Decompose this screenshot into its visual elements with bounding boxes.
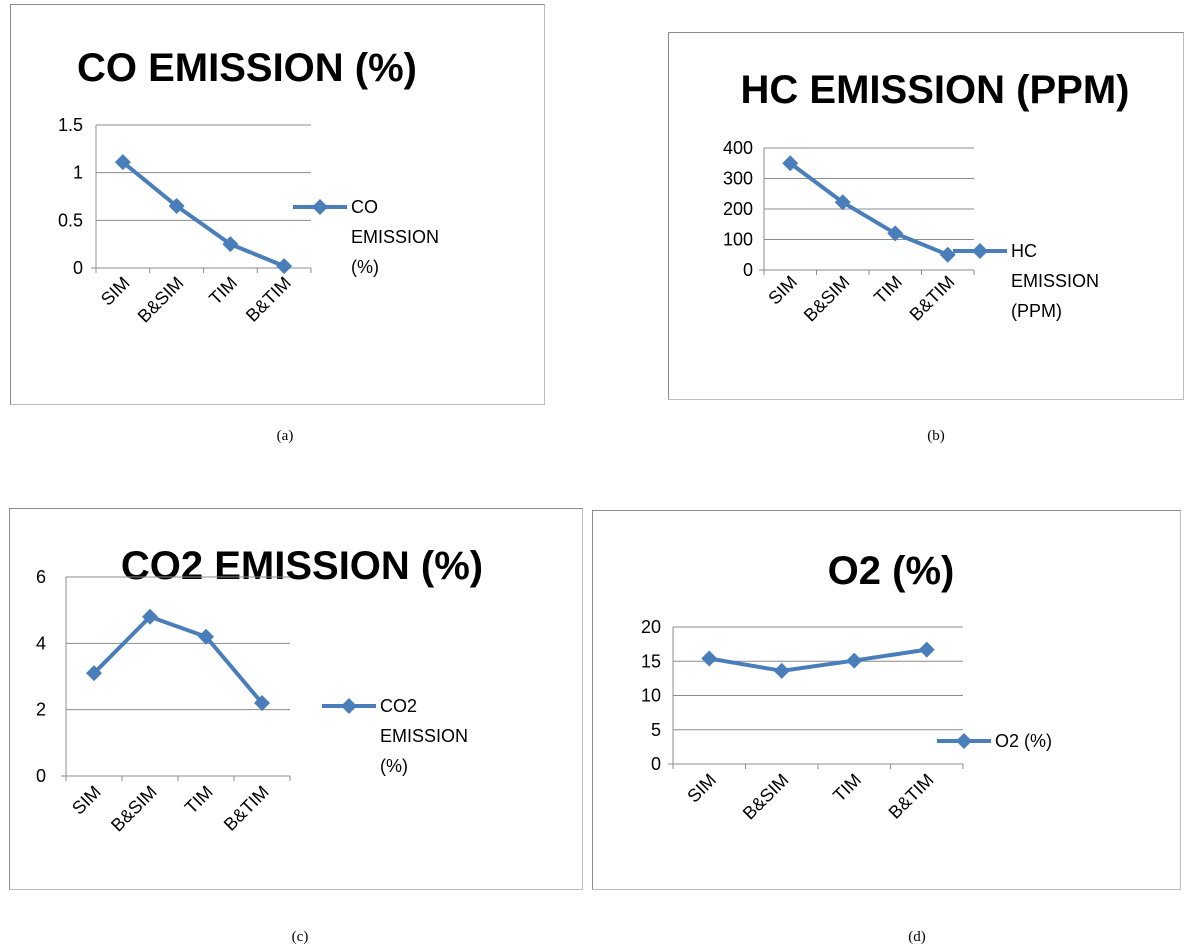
legend-label: HC [1011, 241, 1037, 261]
caption-c: (c) [291, 929, 309, 945]
legend-label: EMISSION [1011, 271, 1099, 291]
legend-label: (%) [380, 756, 408, 776]
legend-marker [972, 243, 988, 259]
caption-d: (d) [908, 929, 926, 945]
x-category-label: B&SIM [134, 273, 188, 327]
x-category-label: B&TIM [220, 782, 273, 835]
chart-co: CO EMISSION (%) 0 0.5 1 1.5 SIM B&SIM TIM B&TIM C… [58, 46, 439, 327]
series-line [708, 647, 928, 673]
legend-label: CO2 [380, 696, 417, 716]
chart-panel-hc: HC EMISSION (PPM) 0 100 200 300 400 SIM B&SIM TI… [668, 32, 1184, 400]
y-tick-label: 20 [641, 617, 661, 637]
y-tick-label: 5 [651, 720, 661, 740]
x-category-label: B&TIM [885, 770, 938, 823]
data-point [198, 628, 214, 645]
x-category-label: TIM [181, 782, 217, 818]
x-category-label: B&SIM [107, 782, 161, 836]
legend-label: O2 (%) [995, 731, 1052, 751]
data-point [276, 258, 293, 275]
chart-panel-o2: O2 (%) 0 5 10 15 20 SIM B&SIM TIM B&TIM O2 (%) [592, 510, 1181, 890]
data-point [939, 246, 956, 263]
data-point [773, 662, 790, 679]
legend-marker [312, 199, 328, 215]
series-line [789, 161, 949, 257]
chart-title: CO2 EMISSION (%) [121, 544, 483, 588]
series-line [121, 160, 285, 268]
y-tick-label: 100 [723, 230, 753, 250]
legend-label: EMISSION [351, 227, 439, 247]
y-tick-label: 4 [36, 633, 46, 653]
x-category-label: B&SIM [739, 770, 793, 824]
data-point [254, 695, 270, 712]
x-category-label: SIM [97, 273, 134, 310]
legend-label: (PPM) [1011, 301, 1062, 321]
x-category-label: SIM [68, 782, 105, 819]
y-tick-label: 0.5 [58, 210, 83, 230]
y-tick-label: 0 [36, 766, 46, 786]
data-point [918, 641, 935, 658]
x-category-label: TIM [205, 273, 241, 309]
data-point [834, 194, 851, 211]
y-tick-label: 0 [73, 258, 83, 278]
y-tick-label: 15 [641, 651, 661, 671]
legend-label: EMISSION [380, 726, 468, 746]
x-category-label: TIM [829, 770, 865, 806]
x-category-label: SIM [683, 770, 720, 807]
data-point [846, 652, 863, 669]
data-point [142, 608, 158, 625]
legend-marker [956, 733, 972, 749]
legend-marker [341, 698, 357, 714]
caption-a: (a) [276, 428, 294, 444]
y-tick-label: 300 [723, 169, 753, 189]
y-tick-label: 1.5 [58, 115, 83, 135]
y-tick-label: 6 [36, 567, 46, 587]
chart-co2: CO2 EMISSION (%) 0 2 4 6 SIM B&SIM TIM B&TIM CO2 E… [36, 544, 483, 836]
data-point [887, 225, 904, 242]
chart-panel-co2: CO2 EMISSION (%) 0 2 4 6 SIM B&SIM TIM B&TIM CO2 E… [9, 508, 583, 890]
x-category-label: TIM [870, 272, 906, 308]
legend-label: CO [351, 197, 378, 217]
caption-b: (b) [927, 428, 945, 444]
data-point [782, 155, 799, 172]
y-tick-label: 400 [723, 138, 753, 158]
y-tick-label: 10 [641, 686, 661, 706]
chart-title: CO EMISSION (%) [77, 46, 417, 90]
data-point [222, 236, 239, 253]
x-category-label: SIM [764, 272, 801, 309]
series-line [92, 614, 264, 705]
chart-panel-co: CO EMISSION (%) 0 0.5 1 1.5 SIM B&SIM TIM B&TIM C… [10, 4, 545, 405]
chart-title: O2 (%) [828, 549, 955, 593]
y-tick-label: 200 [723, 199, 753, 219]
y-tick-label: 1 [73, 163, 83, 183]
data-point [86, 665, 102, 682]
x-category-label: B&SIM [800, 272, 854, 326]
data-point [114, 154, 131, 171]
legend-label: (%) [351, 257, 379, 277]
data-point [701, 650, 718, 667]
chart-o2: O2 (%) 0 5 10 15 20 SIM B&SIM TIM B&TIM O2 (%) [641, 549, 1052, 824]
x-category-label: B&TIM [242, 273, 295, 326]
y-tick-label: 2 [36, 700, 46, 720]
chart-title: HC EMISSION (PPM) [741, 68, 1130, 112]
y-tick-label: 0 [743, 260, 753, 280]
y-tick-label: 0 [651, 754, 661, 774]
data-point [168, 198, 185, 215]
x-category-label: B&TIM [906, 272, 959, 325]
